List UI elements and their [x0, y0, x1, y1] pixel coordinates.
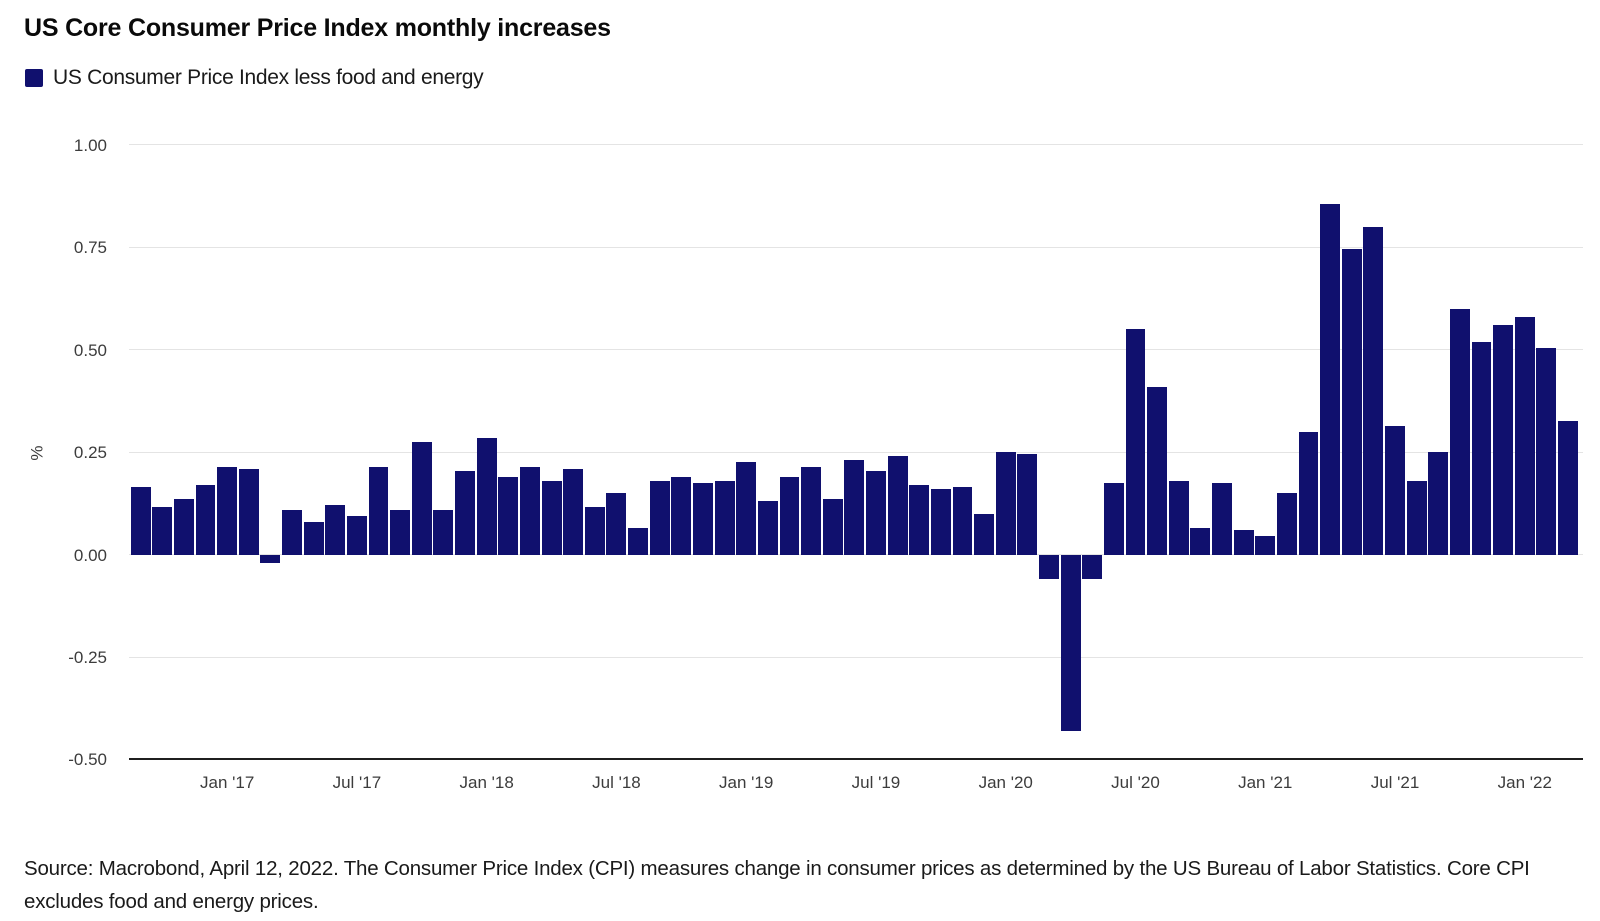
gridline — [128, 554, 1583, 556]
y-axis-title: % — [27, 445, 47, 461]
bar-jul-20 — [1125, 329, 1146, 555]
bar-jun-19 — [844, 460, 865, 555]
bar-may-18 — [563, 468, 584, 555]
bar-jul-21 — [1385, 425, 1405, 555]
bar-sep-16 — [130, 487, 151, 555]
gridline — [128, 451, 1583, 453]
x-axis-line — [128, 758, 1583, 761]
bar-oct-16 — [152, 507, 173, 555]
y-tick-label: 0.50 — [73, 340, 107, 360]
bar-oct-18 — [671, 476, 692, 555]
x-tick-label: Jul '18 — [592, 773, 641, 792]
bar-mar-21 — [1298, 431, 1319, 555]
bar-jul-18 — [606, 493, 627, 555]
bar-oct-21 — [1449, 308, 1470, 555]
bar-sep-17 — [390, 509, 411, 555]
y-tick-label: -0.50 — [68, 750, 107, 770]
bar-aug-20 — [1147, 386, 1168, 555]
bar-oct-17 — [411, 441, 432, 555]
bar-aug-19 — [887, 456, 908, 555]
bar-nov-21 — [1471, 341, 1492, 555]
bar-jan-17 — [217, 466, 238, 555]
legend-swatch — [25, 69, 43, 87]
bar-feb-19 — [757, 501, 778, 555]
bar-sep-18 — [649, 480, 670, 555]
bar-jan-20 — [995, 452, 1016, 555]
bar-feb-22 — [1536, 347, 1557, 555]
bar-jun-20 — [1103, 482, 1124, 555]
y-tick-label: 1.00 — [73, 135, 107, 155]
gridline — [128, 656, 1583, 658]
y-tick-label: 0.25 — [73, 443, 107, 463]
bar-dec-16 — [195, 484, 216, 555]
bar-nov-16 — [173, 499, 194, 555]
gridline — [128, 246, 1583, 248]
bar-jun-18 — [584, 507, 605, 555]
bar-sep-21 — [1428, 452, 1449, 555]
x-tick-label: Jan '20 — [978, 773, 1033, 792]
bar-apr-18 — [541, 480, 562, 555]
bar-jan-21 — [1255, 536, 1276, 555]
bar-oct-20 — [1190, 527, 1211, 555]
x-tick-label: Jul '19 — [851, 773, 901, 792]
bar-nov-18 — [693, 482, 713, 555]
bar-feb-18 — [498, 476, 519, 555]
bar-sep-20 — [1168, 480, 1189, 555]
bar-may-21 — [1341, 249, 1362, 555]
bar-aug-21 — [1406, 480, 1427, 555]
x-tick-label: Jan '19 — [719, 773, 774, 792]
bar-feb-17 — [238, 468, 259, 555]
bar-dec-20 — [1233, 530, 1254, 555]
bar-nov-19 — [952, 487, 973, 555]
bar-nov-17 — [433, 509, 454, 555]
x-tick-label: Jul '21 — [1370, 773, 1420, 792]
bar-mar-19 — [779, 476, 800, 555]
gridline — [128, 144, 1583, 146]
bar-apr-19 — [801, 466, 822, 555]
source-note: Source: Macrobond, April 12, 2022. The C… — [24, 857, 1530, 913]
x-tick-label: Jul '20 — [1111, 773, 1160, 792]
x-tick-label: Jan '22 — [1497, 773, 1552, 792]
bar-may-19 — [822, 499, 843, 555]
bar-mar-20 — [1039, 554, 1059, 580]
bar-oct-19 — [930, 489, 951, 555]
bar-jul-17 — [346, 515, 367, 555]
bar-apr-17 — [282, 509, 302, 555]
bar-mar-17 — [260, 554, 281, 563]
bar-jun-17 — [325, 505, 346, 555]
plot-area: 1.00 0.75 0.50 0.25 0.00 -0.25 -0.50% Jan '17 Ju… — [27, 135, 1583, 792]
gridline — [128, 349, 1583, 351]
bar-jul-19 — [866, 470, 886, 555]
y-tick-label: 0.75 — [73, 238, 107, 258]
bar-nov-20 — [1212, 482, 1232, 555]
y-tick-label: 0.00 — [73, 545, 107, 565]
x-tick-label: Jul '17 — [332, 773, 382, 792]
x-tick-label: Jan '18 — [459, 773, 514, 792]
bar-feb-20 — [1017, 454, 1038, 555]
bar-jan-22 — [1514, 316, 1535, 555]
page-title: US Core Consumer Price Index monthly inc… — [24, 14, 611, 42]
bar-dec-17 — [455, 470, 475, 555]
bar-dec-18 — [714, 480, 735, 555]
bar-dec-21 — [1493, 325, 1514, 555]
bar-feb-21 — [1276, 493, 1297, 555]
bar-apr-20 — [1060, 554, 1081, 731]
bar-aug-17 — [368, 466, 389, 555]
bar-mar-18 — [519, 466, 540, 555]
y-tick-label: -0.25 — [68, 648, 107, 667]
bar-may-17 — [303, 521, 324, 555]
legend-label: US Consumer Price Index less food and en… — [53, 66, 484, 89]
bar-aug-18 — [628, 527, 648, 555]
bar-jan-19 — [736, 462, 757, 555]
bar-jan-18 — [476, 437, 497, 555]
bar-jun-21 — [1363, 226, 1384, 555]
x-tick-label: Jan '17 — [200, 773, 255, 792]
bar-dec-19 — [974, 513, 995, 555]
x-tick-label: Jan '21 — [1238, 773, 1293, 792]
bar-apr-21 — [1320, 204, 1341, 555]
bar-may-20 — [1082, 554, 1103, 580]
bar-mar-22 — [1558, 421, 1578, 555]
bar-sep-19 — [909, 484, 930, 555]
